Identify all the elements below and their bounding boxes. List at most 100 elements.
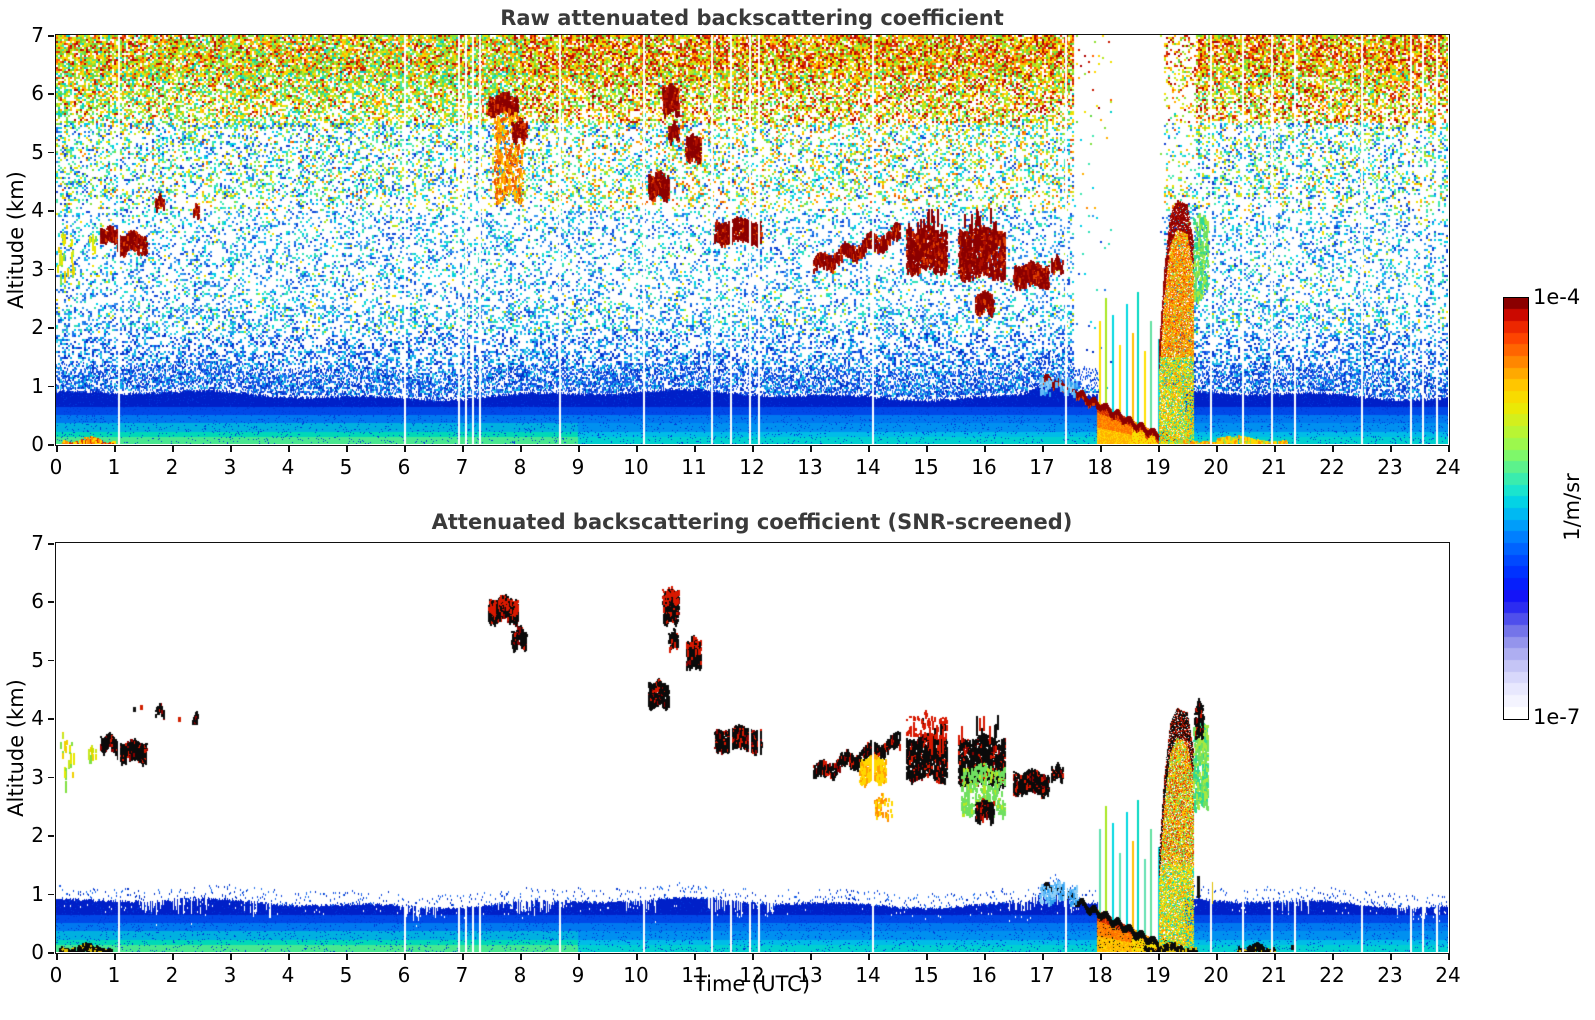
x-tick-label: 10	[623, 455, 649, 479]
x-tick-mark	[230, 446, 232, 452]
x-tick-label: 17	[1029, 455, 1055, 479]
x-tick-label: 21	[1261, 963, 1287, 987]
x-tick-label: 17	[1029, 963, 1055, 987]
x-tick-mark	[1100, 954, 1102, 960]
y-tick-mark	[48, 543, 54, 545]
x-tick-label: 11	[681, 455, 707, 479]
x-tick-mark	[288, 954, 290, 960]
y-tick-label: 6	[31, 589, 44, 614]
y-tick-label: 7	[31, 23, 44, 47]
x-tick-label: 0	[49, 963, 63, 987]
y-tick-mark	[48, 35, 54, 37]
x-tick-label: 7	[455, 963, 469, 987]
x-tick-label: 8	[513, 455, 527, 479]
x-tick-mark	[1274, 446, 1276, 452]
y-tick-mark	[48, 93, 54, 95]
x-tick-mark	[1390, 954, 1392, 960]
y-tick-label: 1	[31, 373, 44, 398]
x-tick-mark	[346, 954, 348, 960]
colorbar-gradient	[1504, 298, 1528, 719]
x-tick-mark	[810, 446, 812, 452]
top-panel-y-axis-label: Altitude (km)	[4, 170, 28, 309]
y-tick-mark	[48, 718, 54, 720]
x-tick-mark	[1042, 954, 1044, 960]
x-tick-mark	[1158, 954, 1160, 960]
y-tick-label: 1	[31, 881, 44, 906]
x-tick-mark	[926, 954, 928, 960]
x-tick-label: 9	[571, 455, 585, 479]
x-tick-mark	[172, 446, 174, 452]
x-tick-mark	[694, 446, 696, 452]
x-tick-mark	[1332, 446, 1334, 452]
x-tick-label: 5	[339, 963, 353, 987]
colorbar-units-label: 1/m/sr	[1560, 473, 1584, 541]
x-tick-mark	[694, 954, 696, 960]
x-tick-mark	[984, 954, 986, 960]
x-tick-mark	[520, 446, 522, 452]
y-tick-mark	[48, 659, 54, 662]
x-tick-mark	[868, 446, 870, 452]
x-tick-mark	[230, 954, 232, 960]
x-tick-label: 1	[107, 455, 121, 479]
x-tick-label: 20	[1203, 963, 1229, 987]
x-tick-mark	[1448, 954, 1450, 960]
x-tick-label: 0	[49, 455, 63, 479]
x-tick-mark	[578, 446, 580, 452]
x-tick-mark	[172, 954, 174, 960]
screened-heatmap-canvas	[56, 543, 1448, 952]
x-tick-label: 19	[1145, 963, 1171, 987]
x-tick-label: 15	[913, 455, 939, 479]
x-tick-label: 7	[455, 455, 469, 479]
x-tick-mark	[926, 446, 928, 452]
x-tick-label: 23	[1377, 455, 1403, 479]
y-tick-mark	[48, 268, 54, 271]
y-tick-mark	[48, 893, 54, 896]
x-tick-label: 14	[855, 963, 881, 987]
x-tick-label: 2	[165, 455, 179, 479]
x-tick-mark	[1274, 954, 1276, 960]
raw-heatmap-canvas	[56, 35, 1448, 444]
x-tick-mark	[578, 954, 580, 960]
x-tick-mark	[1332, 954, 1334, 960]
x-tick-label: 23	[1377, 963, 1403, 987]
y-tick-label: 0	[31, 432, 44, 456]
x-tick-mark	[868, 954, 870, 960]
x-tick-label: 21	[1261, 455, 1287, 479]
x-tick-label: 22	[1319, 963, 1345, 987]
x-tick-mark	[404, 446, 406, 452]
x-tick-mark	[1158, 446, 1160, 452]
x-tick-label: 19	[1145, 455, 1171, 479]
x-tick-label: 3	[223, 455, 237, 479]
x-tick-label: 4	[281, 963, 295, 987]
y-tick-mark	[48, 210, 54, 212]
y-tick-label: 5	[31, 139, 44, 164]
y-tick-mark	[48, 444, 54, 446]
x-tick-mark	[462, 446, 464, 452]
y-tick-label: 6	[31, 81, 44, 106]
x-tick-label: 9	[571, 963, 585, 987]
x-tick-label: 24	[1435, 455, 1461, 479]
bottom-panel-title: Attenuated backscattering coefficient (S…	[431, 510, 1073, 534]
x-tick-label: 16	[971, 963, 997, 987]
x-tick-mark	[114, 954, 116, 960]
x-tick-label: 6	[397, 963, 411, 987]
x-tick-label: 22	[1319, 455, 1345, 479]
x-tick-mark	[810, 954, 812, 960]
y-tick-mark	[48, 601, 54, 603]
x-tick-label: 24	[1435, 963, 1461, 987]
y-tick-label: 0	[31, 940, 44, 964]
y-tick-mark	[48, 835, 54, 837]
y-tick-mark	[48, 776, 54, 779]
x-tick-mark	[636, 954, 638, 960]
x-tick-mark	[1390, 446, 1392, 452]
x-tick-mark	[404, 954, 406, 960]
x-tick-label: 5	[339, 455, 353, 479]
y-tick-label: 4	[31, 198, 44, 223]
x-tick-mark	[1100, 446, 1102, 452]
x-tick-label: 1	[107, 963, 121, 987]
y-tick-label: 4	[31, 706, 44, 731]
x-tick-mark	[114, 446, 116, 452]
colorbar-max-label: 1e-4	[1533, 285, 1581, 309]
x-tick-label: 13	[797, 963, 823, 987]
